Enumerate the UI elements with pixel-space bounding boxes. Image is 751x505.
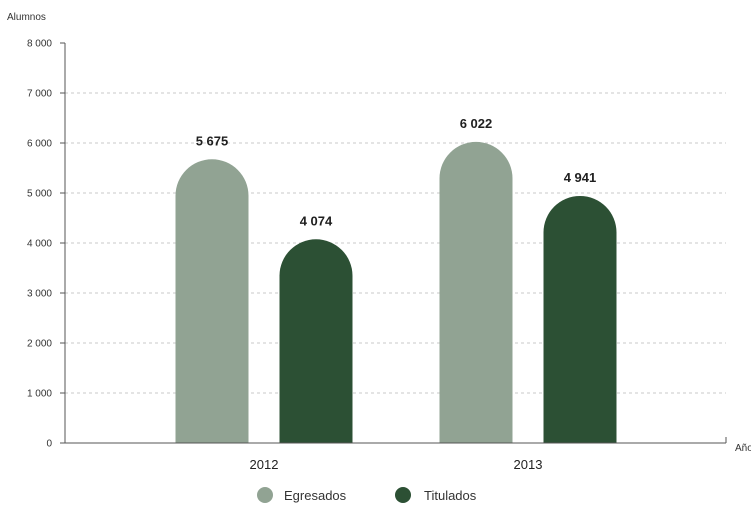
x-tick-label: 2012 [250, 457, 279, 472]
y-tick-label: 6 000 [27, 139, 52, 150]
y-tick-label: 7 000 [27, 89, 52, 100]
legend-label: Egresados [284, 488, 347, 503]
data-label: 4 941 [564, 170, 597, 185]
y-axis-title: Alumnos [7, 12, 46, 23]
bar-egresados-2012 [175, 159, 249, 443]
bar-titulados-2012 [279, 239, 353, 443]
y-tick-label: 2 000 [27, 339, 52, 350]
y-tick-label: 1 000 [27, 389, 52, 400]
gridlines [65, 92, 726, 394]
y-tick-label: 0 [46, 439, 52, 450]
y-axis: 0 1 000 2 000 3 000 4 000 5 000 6 000 7 000 8 00… [27, 39, 66, 450]
x-tick-label: 2013 [514, 457, 543, 472]
y-tick-label: 8 000 [27, 39, 52, 50]
legend: Egresados Titulados [257, 487, 477, 503]
y-tick-label: 3 000 [27, 289, 52, 300]
data-label: 6 022 [460, 116, 493, 131]
x-axis-title: Años [735, 443, 751, 454]
data-label: 4 074 [300, 213, 333, 228]
y-tick-label: 4 000 [27, 239, 52, 250]
legend-swatch [257, 487, 273, 503]
bar-egresados-2013 [439, 141, 513, 443]
data-label: 5 675 [196, 133, 229, 148]
bar-titulados-2013 [543, 195, 617, 443]
legend-swatch [395, 487, 411, 503]
y-tick-label: 5 000 [27, 189, 52, 200]
bars: 5 675 6 022 4 074 4 941 [175, 116, 617, 443]
legend-label: Titulados [424, 488, 477, 503]
x-axis: 2012 2013 [65, 437, 727, 472]
